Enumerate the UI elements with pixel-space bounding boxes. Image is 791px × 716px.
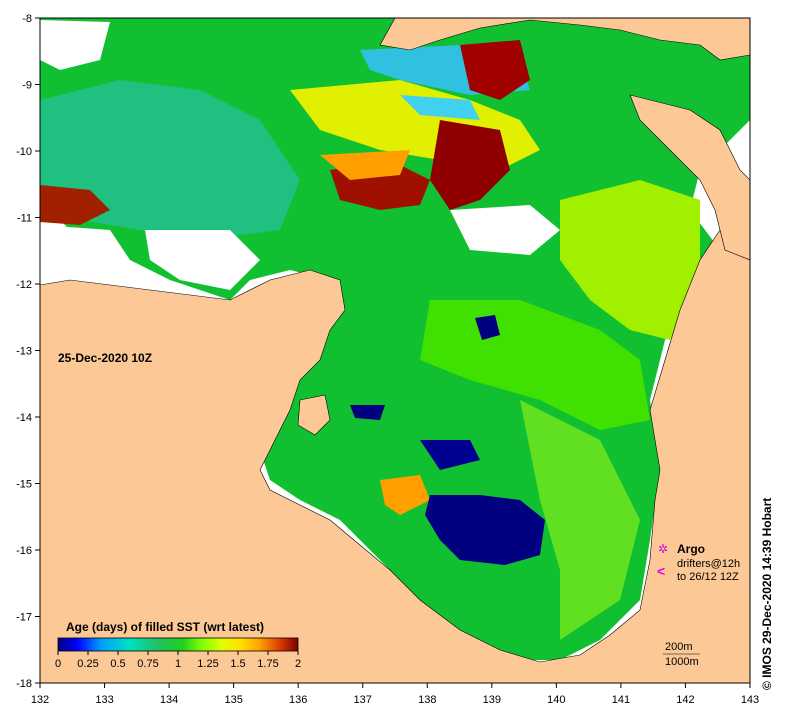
lon-tick-label: 133 [95,694,113,706]
sst-region-brightgreen [420,300,650,430]
colorbar-tick-label: 1 [175,658,181,670]
lon-tick-label: 141 [612,694,630,706]
land-cape-york [629,94,750,261]
sst-region-teal [40,80,300,240]
lat-tick-label: -13 [16,346,32,358]
lat-tick-label: -8 [22,13,32,25]
lon-tick-label: 139 [483,694,501,706]
lon-tick-label: 137 [354,694,372,706]
colorbar-tick-label: 0.25 [77,658,98,670]
land-groote-eylandt [297,394,331,436]
colorbar-tick-label: 0.5 [110,658,125,670]
colorbar-ticks: 0 0.25 0.5 0.75 1 1.25 1.5 1.75 2 [55,651,301,670]
sst-region-white-3 [450,205,560,255]
lat-tick-label: -12 [16,279,32,291]
lon-tick-label: 136 [289,694,307,706]
colorbar-tick-label: 1.25 [197,658,218,670]
sst-region-navy-2 [420,440,480,470]
map-plot-area [40,18,750,683]
colorbar-tick-label: 0 [55,658,61,670]
lat-tick-label: -17 [16,612,32,624]
date-label: 25-Dec-2020 10Z [58,351,152,365]
colorbar-tick-label: 0.75 [137,658,158,670]
contour-200m-label: 200m [665,641,693,653]
lat-tick-label: -10 [16,146,32,158]
sst-region-darkred-3 [460,40,530,100]
lat-tick-label: -16 [16,545,32,557]
sst-region-darkred-4 [40,185,110,225]
drifters-period: to 26/12 12Z [677,571,739,583]
latitude-axis: -8 -9 -10 -11 -12 -13 -14 -15 -16 -17 -18 [16,13,40,690]
colorbar-tick-label: 1.5 [230,658,245,670]
lat-tick-label: -11 [17,213,32,225]
colorbar-tick-label: 1.75 [257,658,278,670]
lon-tick-label: 135 [224,694,242,706]
credit-text: © IMOS 29-Dec-2020 14:39 Hobart [760,497,774,690]
contour-1000m-label: 1000m [665,656,699,668]
sst-region-navy-4 [350,405,385,420]
land-new-guinea [379,18,750,61]
sst-region-lightgreen-2 [520,400,640,640]
sst-region-lightgreen [560,180,700,340]
lon-tick-label: 142 [676,694,694,706]
colorbar-gradient [57,637,299,652]
sst-region-white-2 [145,230,260,290]
longitude-axis: 132 133 134 135 136 137 138 139 140 141 142 143 [31,683,759,706]
lat-tick-label: -15 [16,479,32,491]
lat-tick-label: -18 [16,678,32,690]
lon-tick-label: 143 [741,694,759,706]
lon-tick-label: 134 [160,694,178,706]
sst-region-white-4 [40,20,110,70]
lon-tick-label: 138 [418,694,436,706]
lat-tick-label: -9 [22,80,32,92]
land-arnhem-land [40,179,750,683]
lon-tick-label: 140 [547,694,565,706]
platform-legend: ✲ Argo drifters@12h < to 26/12 12Z [657,542,740,583]
lon-tick-label: 132 [31,694,49,706]
colorbar-title: Age (days) of filled SST (wrt latest) [66,620,264,634]
sst-region-darkred-2 [430,120,510,210]
sst-region-navy-1 [425,495,545,565]
sst-region-orange-1 [320,150,410,180]
sst-region-cyan-2 [400,95,480,120]
sst-region-navy-3 [475,315,500,340]
argo-label: Argo [677,542,705,556]
argo-symbol: ✲ [658,542,668,556]
sst-region-orange-2 [380,475,430,515]
drifters-label: drifters@12h [677,558,740,570]
lat-tick-label: -14 [16,412,32,424]
drifter-symbol: < [657,563,665,579]
colorbar-tick-label: 2 [295,658,301,670]
sst-region-white-1 [40,225,130,270]
contour-legend: 200m 1000m [663,641,700,668]
